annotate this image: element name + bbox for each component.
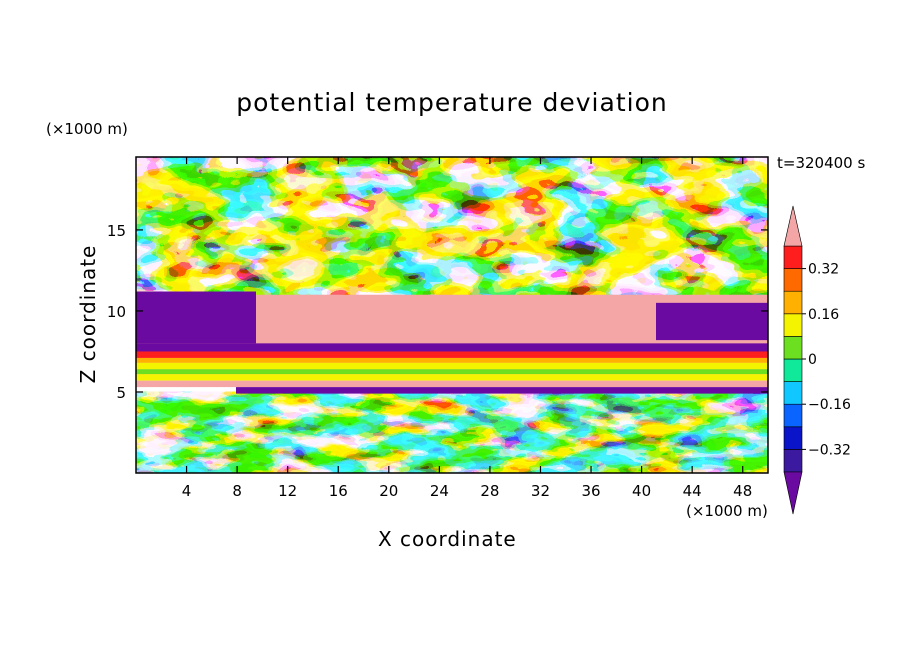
colorbar-segment bbox=[783, 313, 803, 337]
colorbar-label: 0.32 bbox=[808, 262, 839, 278]
x-tick-label: 16 bbox=[329, 482, 348, 500]
plot-frame bbox=[135, 156, 769, 474]
x-tick-label: 48 bbox=[733, 482, 752, 500]
chart-title: potential temperature deviation bbox=[236, 88, 668, 117]
stable-layer-band bbox=[136, 380, 768, 388]
x-tick-label: 4 bbox=[182, 482, 192, 500]
colorbar-segment bbox=[783, 268, 803, 292]
y-tick-label: 15 bbox=[107, 222, 126, 240]
colorbar-segment bbox=[783, 426, 803, 450]
stable-layer-band bbox=[136, 362, 768, 370]
colorbar-segment bbox=[783, 381, 803, 405]
colorbar-segment bbox=[783, 449, 803, 473]
y-tick-label: 5 bbox=[116, 384, 126, 402]
colorbar-label: −0.32 bbox=[808, 442, 851, 458]
field-lower bbox=[136, 391, 768, 473]
stable-layer-band bbox=[136, 374, 768, 381]
colorbar-segment bbox=[783, 336, 803, 360]
colorbar-segment bbox=[783, 245, 803, 269]
stable-layer-band bbox=[136, 357, 768, 363]
y-tick-label: 10 bbox=[107, 303, 126, 321]
colorbar-label: −0.16 bbox=[808, 397, 851, 413]
x-tick-label: 36 bbox=[581, 482, 600, 500]
x-tick-label: 20 bbox=[379, 482, 398, 500]
stable-layer-band bbox=[236, 387, 768, 394]
colorbar-segment bbox=[783, 403, 803, 428]
layer-purple bbox=[136, 343, 768, 355]
y-unit-label: (×1000 m) bbox=[46, 120, 128, 138]
colorbar-label: 0.16 bbox=[808, 307, 839, 323]
x-tick-label: 8 bbox=[232, 482, 242, 500]
field-upper bbox=[136, 157, 768, 299]
x-axis-label: X coordinate bbox=[378, 527, 517, 551]
x-tick-label: 24 bbox=[430, 482, 449, 500]
colorbar-extend-bottom bbox=[783, 471, 803, 515]
time-label: t=320400 s bbox=[777, 154, 866, 172]
field-mid-left bbox=[136, 291, 256, 344]
colorbar-segment bbox=[783, 358, 803, 382]
colorbar-extend-top bbox=[783, 205, 803, 247]
x-tick-label: 44 bbox=[683, 482, 702, 500]
colorbar-segment bbox=[783, 290, 803, 315]
stable-layer-band bbox=[136, 351, 768, 358]
x-tick-label: 28 bbox=[480, 482, 499, 500]
field-mid-right bbox=[656, 302, 768, 341]
colorbar: 0.32 0.16 0 −0.16 −0.32 bbox=[783, 205, 851, 515]
colorbar-label: 0 bbox=[808, 352, 817, 368]
x-unit-label: (×1000 m) bbox=[686, 502, 768, 520]
x-tick-label: 32 bbox=[531, 482, 550, 500]
y-axis-label: Z coordinate bbox=[76, 244, 100, 384]
stable-layer-band bbox=[136, 369, 768, 375]
x-tick-label: 12 bbox=[278, 482, 297, 500]
x-tick-label: 40 bbox=[632, 482, 651, 500]
